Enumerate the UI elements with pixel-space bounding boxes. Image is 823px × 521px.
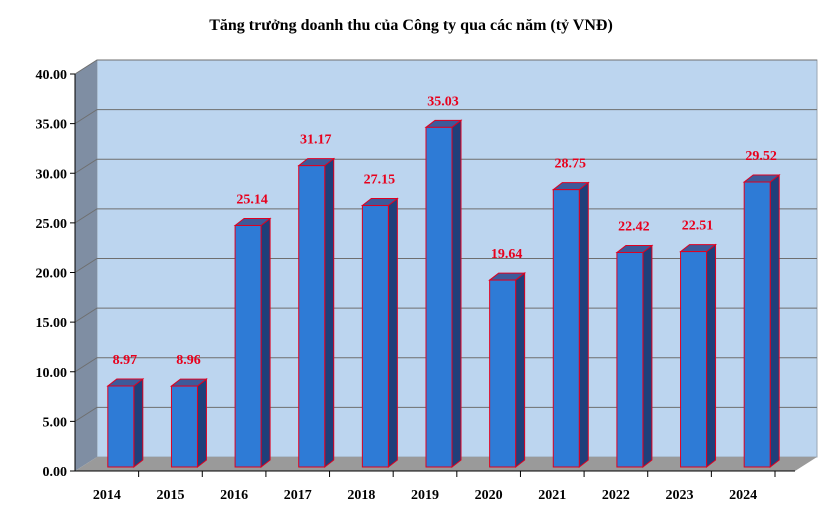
bar-front [298,165,326,468]
y-tick-label: 5.00 [43,415,68,430]
x-tick-label: 2024 [729,488,757,503]
y-tick-label: 10.00 [36,366,68,381]
bar [233,217,272,469]
y-tick-label: 35.00 [36,118,68,133]
bar [615,244,654,469]
y-tick-label: 30.00 [36,167,68,182]
x-tick-label: 2019 [411,488,439,503]
bar [742,173,781,469]
data-label: 22.42 [618,219,650,234]
bar [551,181,590,469]
bar-side [451,119,462,469]
bar-side [387,197,398,469]
bar [297,157,336,469]
bar [106,377,145,469]
bar-side [642,244,653,469]
bar-side [515,272,526,469]
bar-front [489,279,517,468]
y-tick-label: 20.00 [36,267,68,282]
bar-side [133,377,144,469]
bar [360,197,399,469]
bar-side [769,173,780,469]
data-label: 19.64 [491,247,523,262]
data-label: 25.14 [236,192,268,207]
bar-side [196,378,207,469]
bar-front [234,224,262,468]
bar-side [578,181,589,469]
x-tick-label: 2014 [93,488,121,503]
bar-front [680,251,708,468]
bar-front [361,205,389,468]
y-tick-label: 0.00 [43,465,68,480]
data-label: 8.97 [113,353,138,368]
chart-title: Tăng trưởng doanh thu của Công ty qua cá… [209,17,613,34]
x-tick-label: 2022 [602,488,630,503]
data-label: 35.03 [427,94,459,109]
data-label: 29.52 [745,149,777,164]
x-axis-ticks: 2014 2015 2016 2017 2018 2019 2020 2021 2022 2023… [93,471,776,503]
data-label: 22.51 [682,219,714,234]
x-tick-label: 2015 [156,488,184,503]
bar-front [552,189,580,468]
bar [424,119,463,469]
bar [169,378,208,469]
x-tick-label: 2016 [220,488,248,503]
bar-front [743,181,771,468]
y-axis-ticks: 0.00 5.00 10.00 15.00 20.00 25.00 30.00 35.00 40… [36,68,75,480]
bar-side [324,157,335,469]
gridline [74,109,817,125]
bar-front [107,385,135,468]
x-tick-label: 2018 [347,488,375,503]
data-label: 27.15 [364,173,396,188]
bar-front [170,385,198,468]
y-tick-label: 25.00 [36,217,68,232]
bar [679,243,718,469]
data-label: 28.75 [555,157,587,172]
bar [488,272,527,469]
y-tick-label: 40.00 [36,68,68,83]
gridline [74,59,817,75]
x-tick-label: 2023 [666,488,694,503]
bar-front [425,126,453,468]
data-label: 8.96 [176,353,201,368]
data-labels: 8.97 8.96 25.14 31.17 27.15 35.03 19.64 28.75 22… [113,94,777,368]
gridline [74,158,817,174]
bar-side [706,243,717,469]
bar-side [260,217,271,469]
y-tick-label: 15.00 [36,316,68,331]
bar-front [616,251,644,468]
data-label: 31.17 [300,133,332,148]
x-tick-label: 2021 [538,488,566,503]
x-tick-label: 2020 [475,488,503,503]
x-tick-label: 2017 [284,488,312,503]
bars [106,119,781,469]
